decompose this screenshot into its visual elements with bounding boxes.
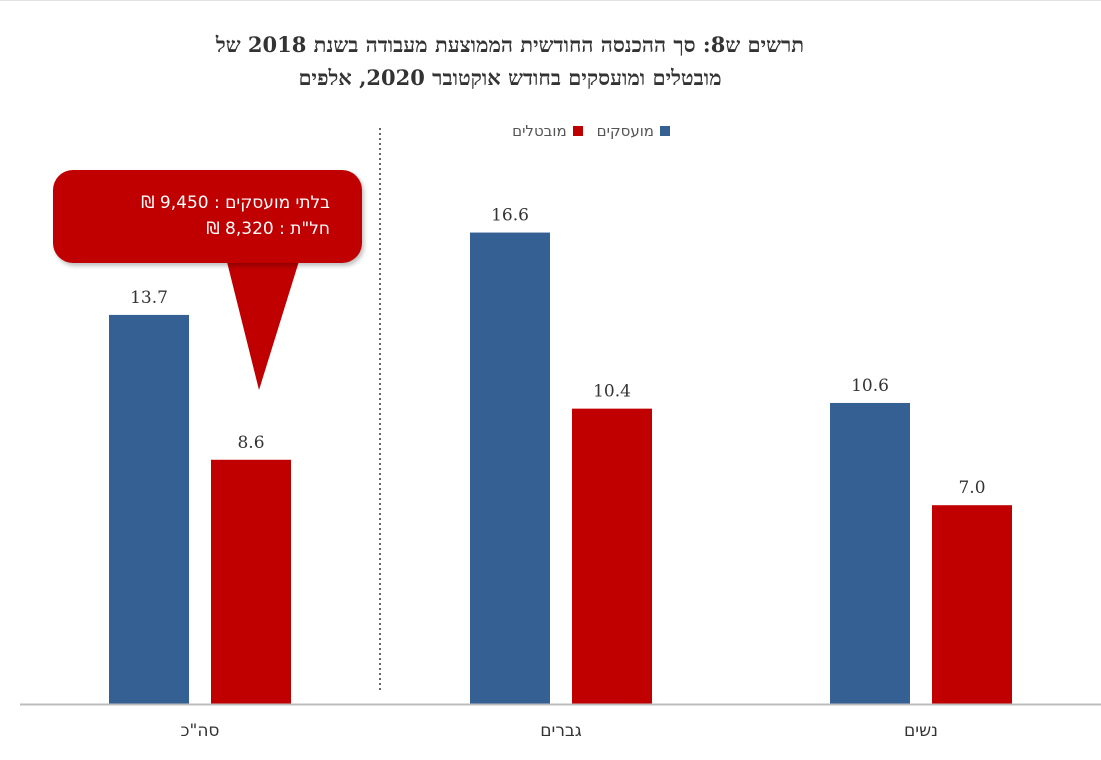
bar-employed-1 (470, 232, 550, 704)
data-label-employed-2: 10.6 (851, 376, 889, 396)
data-label-employed-1: 16.6 (491, 206, 529, 226)
bar-employed-0 (109, 314, 189, 704)
category-label-0: סה"כ (181, 721, 220, 741)
annotation-line-1: בלתי מועסקים : 9,450 ₪ (141, 193, 330, 213)
chart-legend: מועסקים מובטלים (400, 122, 670, 140)
legend-item-employed: מועסקים (597, 122, 670, 140)
bar-unemployed-1 (572, 408, 652, 704)
category-label-2: נשים (904, 721, 938, 741)
legend-item-unemployed: מובטלים (512, 122, 583, 140)
chart-title: תרשים ש8: סך ההכנסה החודשית הממוצעת מעבו… (150, 28, 870, 94)
annotation-callout: בלתי מועסקים : 9,450 ₪ חל"ת : 8,320 ₪ (53, 170, 362, 263)
legend-label-unemployed: מובטלים (512, 122, 567, 140)
annotation-line-2: חל"ת : 8,320 ₪ (206, 219, 330, 239)
annotation-pointer (226, 258, 300, 390)
bar-unemployed-2 (932, 505, 1012, 704)
category-label-1: גברים (540, 721, 582, 741)
bar-employed-2 (830, 402, 910, 704)
legend-swatch-unemployed (572, 126, 583, 136)
chart-title-line-1: תרשים ש8: סך ההכנסה החודשית הממוצעת מעבו… (215, 32, 805, 57)
data-label-unemployed-2: 7.0 (958, 478, 985, 498)
legend-label-employed: מועסקים (596, 122, 654, 140)
bar-unemployed-0 (211, 459, 291, 704)
data-label-unemployed-1: 10.4 (593, 382, 631, 402)
data-label-unemployed-0: 8.6 (237, 433, 264, 453)
chart-title-line-2: מובטלים ומועסקים בחודש אוקטובר 2020, אלפ… (298, 65, 722, 90)
legend-swatch-employed (660, 126, 670, 136)
data-label-employed-0: 13.7 (130, 288, 168, 308)
